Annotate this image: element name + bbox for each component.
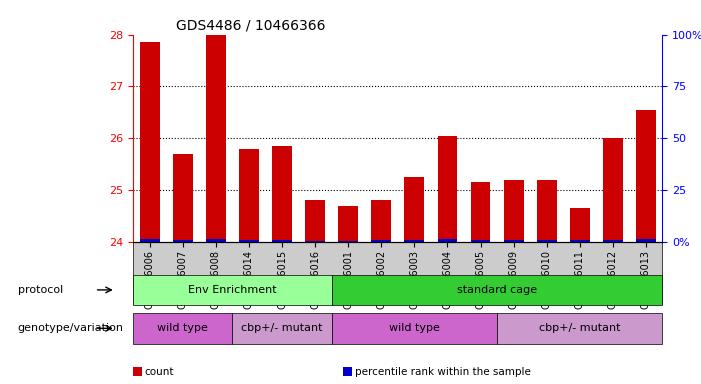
Text: cbp+/- mutant: cbp+/- mutant — [539, 323, 620, 333]
Bar — [570, 208, 590, 242]
Bar — [372, 240, 391, 242]
Text: percentile rank within the sample: percentile rank within the sample — [355, 367, 531, 377]
Bar — [404, 177, 424, 242]
Bar — [305, 200, 325, 242]
Text: genotype/variation: genotype/variation — [18, 323, 123, 333]
Text: cbp+/- mutant: cbp+/- mutant — [241, 323, 322, 333]
Bar — [173, 240, 193, 242]
Bar — [206, 238, 226, 242]
Bar — [603, 240, 622, 242]
Bar — [537, 180, 557, 242]
Bar — [239, 240, 259, 242]
Bar — [437, 239, 457, 242]
Bar — [339, 206, 358, 242]
Bar — [339, 241, 358, 242]
Text: GDS4486 / 10466366: GDS4486 / 10466366 — [175, 18, 325, 32]
Bar — [305, 241, 325, 242]
Bar — [239, 149, 259, 242]
Text: count: count — [144, 367, 174, 377]
Bar — [206, 35, 226, 242]
Bar — [139, 239, 160, 242]
Bar — [503, 180, 524, 242]
Bar — [437, 136, 457, 242]
Text: protocol: protocol — [18, 285, 63, 295]
Bar — [173, 154, 193, 242]
Bar — [537, 240, 557, 242]
Bar — [503, 240, 524, 242]
Bar — [372, 200, 391, 242]
Text: standard cage: standard cage — [457, 285, 537, 295]
Bar — [636, 110, 656, 242]
Bar — [570, 240, 590, 242]
Bar — [272, 240, 292, 242]
Text: wild type: wild type — [389, 323, 440, 333]
Bar — [272, 146, 292, 242]
Bar — [636, 239, 656, 242]
Text: Env Enrichment: Env Enrichment — [188, 285, 277, 295]
Bar — [603, 138, 622, 242]
Bar — [470, 240, 491, 242]
Bar — [404, 240, 424, 242]
Bar — [470, 182, 491, 242]
Bar — [139, 42, 160, 242]
Text: wild type: wild type — [157, 323, 208, 333]
